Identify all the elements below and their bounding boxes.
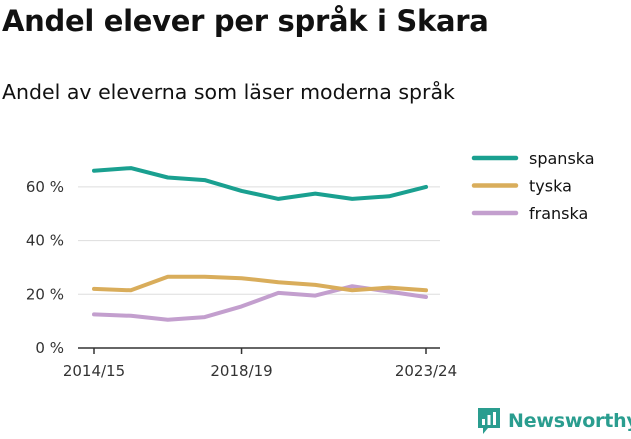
newsworthy-logo-icon bbox=[478, 408, 500, 434]
y-tick-label: 60 % bbox=[26, 178, 64, 196]
x-axis: 2014/15 2018/19 2023/24 bbox=[63, 348, 457, 380]
y-axis-labels: 0 % 20 % 40 % 60 % bbox=[26, 178, 64, 357]
legend-label-franska: franska bbox=[529, 204, 588, 223]
y-tick-label: 0 % bbox=[35, 339, 64, 357]
legend-label-spanska: spanska bbox=[529, 149, 595, 168]
chart-title: Andel elever per språk i Skara bbox=[2, 4, 489, 38]
x-tick-label: 2018/19 bbox=[210, 362, 272, 380]
series-line-franska bbox=[92, 284, 428, 322]
x-tick-label: 2023/24 bbox=[395, 362, 457, 380]
legend-label-tyska: tyska bbox=[529, 177, 572, 196]
legend: spanska tyska franska bbox=[471, 149, 595, 223]
series-line-tyska bbox=[92, 274, 428, 293]
y-tick-label: 20 % bbox=[26, 285, 64, 303]
grid-lines bbox=[78, 186, 440, 349]
series-lines bbox=[92, 166, 428, 322]
chart-subtitle: Andel av eleverna som läser moderna språ… bbox=[2, 80, 455, 104]
x-tick-label: 2014/15 bbox=[63, 362, 125, 380]
brand-logo[interactable]: Newsworthy bbox=[476, 406, 631, 436]
y-tick-label: 40 % bbox=[26, 232, 64, 250]
series-line-spanska bbox=[92, 166, 428, 201]
brand-name: Newsworthy bbox=[508, 410, 631, 432]
